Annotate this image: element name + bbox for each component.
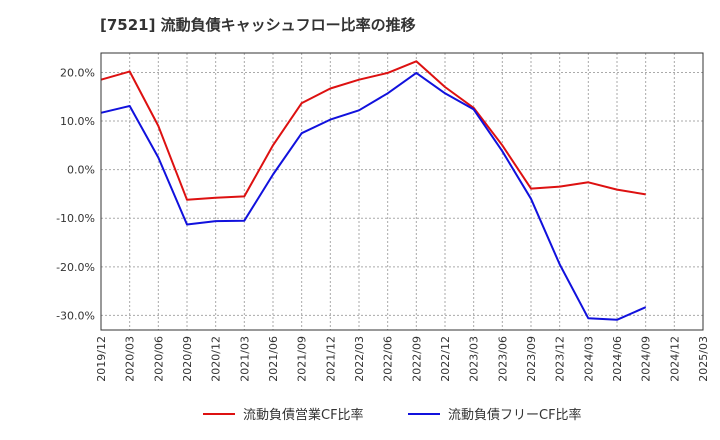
- x-tick-label: 2023/12: [554, 336, 567, 382]
- x-tick-label: 2024/03: [582, 336, 595, 382]
- y-tick-label: 10.0%: [60, 115, 95, 128]
- x-tick-label: 2022/03: [353, 336, 366, 382]
- legend-label-2: 流動負債フリーCF比率: [448, 407, 582, 423]
- x-tick-label: 2023/09: [525, 336, 538, 382]
- x-tick-label: 2022/06: [382, 336, 395, 382]
- x-tick-label: 2023/06: [496, 336, 509, 382]
- y-tick-label: -10.0%: [56, 212, 95, 225]
- x-tick-label: 2021/06: [267, 336, 280, 382]
- x-tick-label: 2021/03: [238, 336, 251, 382]
- y-tick-label: -20.0%: [56, 261, 95, 274]
- y-tick-label: 0.0%: [67, 164, 95, 177]
- series-lines: [100, 60, 647, 321]
- x-tick-label: 2021/12: [324, 336, 337, 382]
- series-line-2: [100, 71, 647, 321]
- grid: [100, 53, 704, 330]
- legend: 流動負債営業CF比率 流動負債フリーCF比率: [203, 407, 582, 423]
- x-tick-label: 2024/06: [611, 336, 624, 382]
- x-tick-label: 2024/09: [640, 336, 653, 382]
- x-tick-label: 2025/03: [697, 336, 710, 382]
- x-tick-label: 2020/06: [152, 336, 165, 382]
- x-tick-label: 2020/09: [181, 336, 194, 382]
- x-tick-label: 2021/09: [296, 336, 309, 382]
- x-tick-label: 2024/12: [668, 336, 681, 382]
- x-tick-label: 2022/12: [439, 336, 452, 382]
- chart-title: [7521] 流動負債キャッシュフロー比率の推移: [100, 16, 416, 34]
- x-tick-label: 2023/03: [468, 336, 481, 382]
- y-tick-label: 20.0%: [60, 66, 95, 79]
- x-tick-label: 2020/03: [124, 336, 137, 382]
- x-axis-ticks: 2019/12 2020/03 2020/06 2020/09 2020/12 2021/…: [95, 336, 710, 382]
- y-tick-label: -30.0%: [56, 309, 95, 322]
- x-tick-label: 2019/12: [95, 336, 108, 382]
- plot-frame: [100, 52, 704, 331]
- legend-label-1: 流動負債営業CF比率: [243, 407, 364, 423]
- x-tick-label: 2022/09: [410, 336, 423, 382]
- series-line-1: [100, 60, 646, 201]
- y-axis-ticks: 20.0% 10.0% 0.0% -10.0% -20.0% -30.0%: [56, 66, 95, 322]
- x-tick-label: 2020/12: [210, 336, 223, 382]
